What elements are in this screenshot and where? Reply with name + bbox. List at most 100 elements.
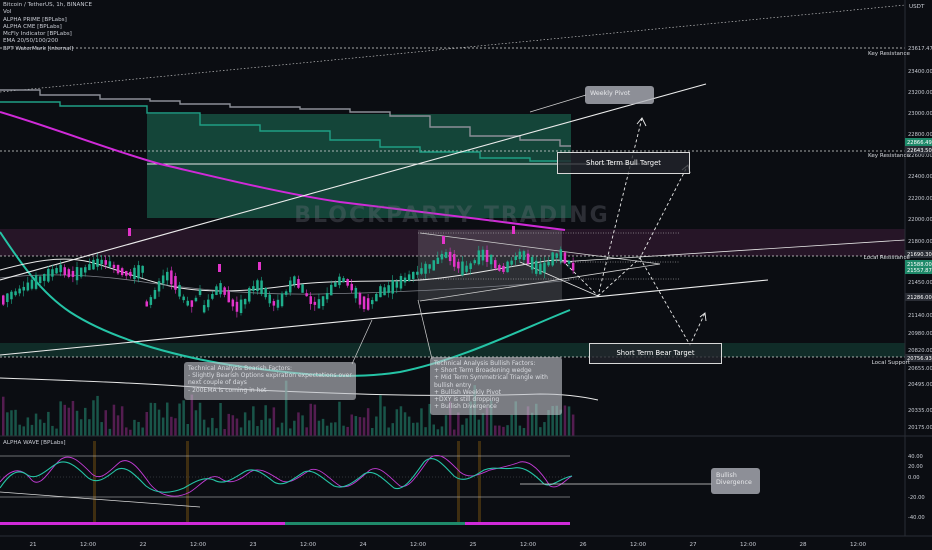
triangle-upper-line (419, 232, 661, 265)
volume-bar (112, 404, 116, 436)
indicator-mcfly[interactable]: McFly Indicator [BPLabs] (3, 31, 72, 38)
volume-bar (256, 426, 259, 436)
volume-bar (461, 424, 464, 436)
candle-body (18, 288, 21, 294)
candle-body (137, 265, 140, 279)
candle-body (436, 257, 440, 264)
weekly-pivot-trendline (0, 83, 707, 281)
volume-bar (444, 415, 448, 436)
candle-body (297, 279, 300, 288)
diagonal-dotted-line (0, 4, 906, 93)
volume-bar (494, 425, 497, 436)
candle-body (96, 258, 99, 267)
candle-body (284, 291, 288, 295)
volume-bar (194, 410, 198, 436)
time-tick: 12:00 (410, 542, 427, 548)
candle-body (252, 286, 255, 291)
bullish-divergence-callout[interactable]: Bullish Divergence (711, 468, 760, 494)
indicator-vol[interactable]: Vol (3, 9, 12, 16)
candle-body (272, 301, 276, 306)
indicator-alpha-cme[interactable]: ALPHA CME [BPLabs] (3, 23, 62, 30)
time-tick: 12:00 (190, 542, 207, 548)
weekly-pivot-callout[interactable]: Weekly Pivot (585, 86, 654, 104)
candle-body (407, 274, 411, 282)
candle-body (112, 264, 116, 269)
symbol-title[interactable]: Bitcoin / TetherUS, 1h, BINANCE (3, 2, 92, 8)
candle-body (330, 284, 333, 296)
bear-target-box[interactable]: Short Term Bear Target (589, 343, 722, 364)
volume-bar (43, 422, 46, 436)
volume-bar (186, 423, 189, 436)
price-tick: 20335.00 (908, 408, 932, 414)
volume-bar (248, 420, 251, 436)
time-tick: 12:00 (850, 542, 867, 548)
indicator-watermark[interactable]: BPT WaterMark [internal] (3, 45, 74, 52)
candle-body (157, 281, 161, 292)
volume-bar (366, 408, 370, 436)
volume-bar (129, 429, 132, 436)
volume-bar (88, 419, 91, 436)
candle-body (10, 291, 13, 300)
time-tick: 12:00 (80, 542, 97, 548)
candle-body (498, 265, 501, 271)
osc-signal-strip-magenta-2 (465, 522, 570, 525)
volume-bar (551, 406, 554, 436)
price-tick: 21450.00 (908, 280, 932, 286)
volume-bar (104, 410, 107, 436)
osc-tick: -40.00 (908, 515, 925, 521)
time-tick: 12:00 (740, 542, 757, 548)
price-tag: 21690.30 (905, 250, 932, 258)
candle-body (477, 250, 481, 265)
oscillator-title[interactable]: ALPHA WAVE [BPLabs] (3, 440, 66, 446)
volume-bar (100, 422, 103, 436)
candle-body (518, 251, 522, 260)
candle-body (567, 260, 571, 264)
volume-bar (153, 403, 157, 436)
candle-body (280, 293, 284, 307)
volume-bar (338, 401, 341, 436)
volume-bar (440, 426, 444, 436)
osc-divergence-line (0, 491, 201, 508)
key-resistance-top-label: Key Resistance (867, 51, 910, 57)
volume-bar (18, 424, 21, 436)
volume-bar (157, 409, 161, 436)
candle-body (547, 261, 550, 266)
bull-target-box[interactable]: Short Term Bull Target (557, 152, 690, 174)
candle-body (59, 264, 62, 273)
bullish-factors-note[interactable]: Technical Analysis Bullish Factors: + Sh… (430, 357, 562, 415)
candle-body (526, 253, 530, 264)
candle-body (63, 267, 66, 276)
bearish-factors-note[interactable]: Technical Analysis Bearish Factors: - Sl… (184, 362, 356, 400)
osc-signal-strip-magenta (0, 522, 285, 525)
volume-bar (428, 403, 431, 436)
indicator-ema[interactable]: EMA 20/50/100/200 (3, 38, 59, 45)
volume-bar (522, 428, 526, 436)
volume-bar (280, 422, 284, 436)
indicator-alpha-prime[interactable]: ALPHA PRIME [BPLabs] (3, 16, 67, 23)
candle-body (543, 262, 546, 273)
volume-bar (567, 406, 571, 436)
candle-body (383, 287, 386, 296)
volume-bar (125, 427, 128, 436)
volume-bar (223, 429, 226, 436)
volume-bar (289, 428, 292, 436)
volume-bar (424, 427, 427, 436)
key-resistance-zone (147, 114, 571, 218)
candle-body (412, 271, 415, 280)
volume-bar (305, 427, 308, 436)
volume-bar (362, 417, 366, 436)
volume-bar (403, 412, 407, 436)
volume-bar (346, 426, 349, 436)
candle-body (174, 276, 177, 290)
volume-bar (137, 421, 140, 436)
candle-body (129, 271, 132, 277)
candle-body (14, 291, 17, 296)
candle-body (289, 280, 292, 293)
volume-bar (219, 402, 222, 436)
price-tag: 21557.87 (905, 266, 932, 274)
arrow-heads (636, 117, 707, 322)
volume-bar (559, 409, 563, 436)
volume-bar (10, 410, 13, 436)
candle-body (178, 284, 181, 297)
